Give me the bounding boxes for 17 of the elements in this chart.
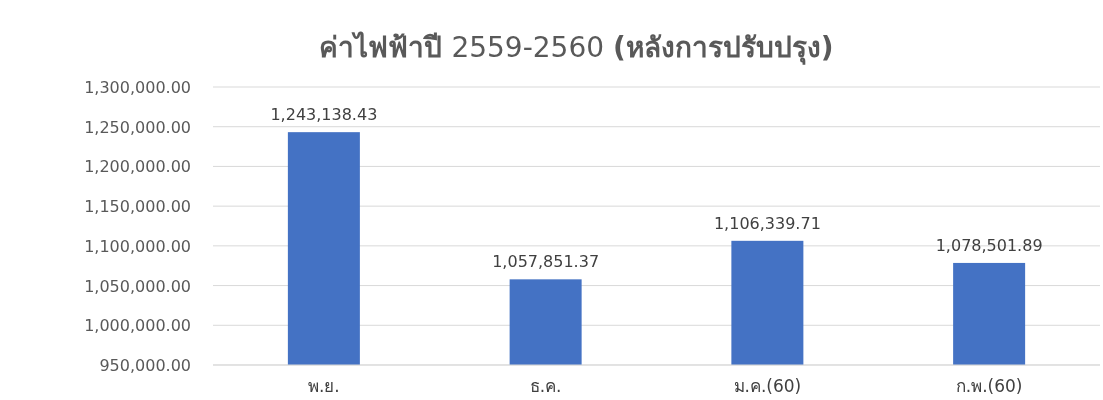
x-tick-label: ก.พ.(60) <box>955 376 1023 396</box>
x-tick-label: ธ.ค. <box>529 376 562 396</box>
y-tick-label: 1,150,000.00 <box>84 197 191 217</box>
y-tick-label: 1,250,000.00 <box>84 117 191 137</box>
y-tick-label: 1,000,000.00 <box>84 316 191 336</box>
data-label: 1,078,501.89 <box>935 235 1043 255</box>
x-tick-label: พ.ย. <box>307 376 340 396</box>
y-tick-label: 1,050,000.00 <box>84 276 191 296</box>
y-tick-label: 1,200,000.00 <box>84 157 191 177</box>
y-tick-label: 950,000.00 <box>99 356 191 375</box>
data-label: 1,243,138.43 <box>270 105 378 125</box>
data-label: 1,057,851.37 <box>492 252 600 272</box>
chart-title: ค่าไฟฟ้าปี 2559-2560 (หลังการปรับปรุง) <box>319 31 834 65</box>
data-label: 1,106,339.71 <box>713 213 821 233</box>
y-tick-label: 1,300,000.00 <box>84 78 191 97</box>
y-tick-label: 1,100,000.00 <box>84 236 191 256</box>
x-tick-label: ม.ค.(60) <box>733 376 802 396</box>
